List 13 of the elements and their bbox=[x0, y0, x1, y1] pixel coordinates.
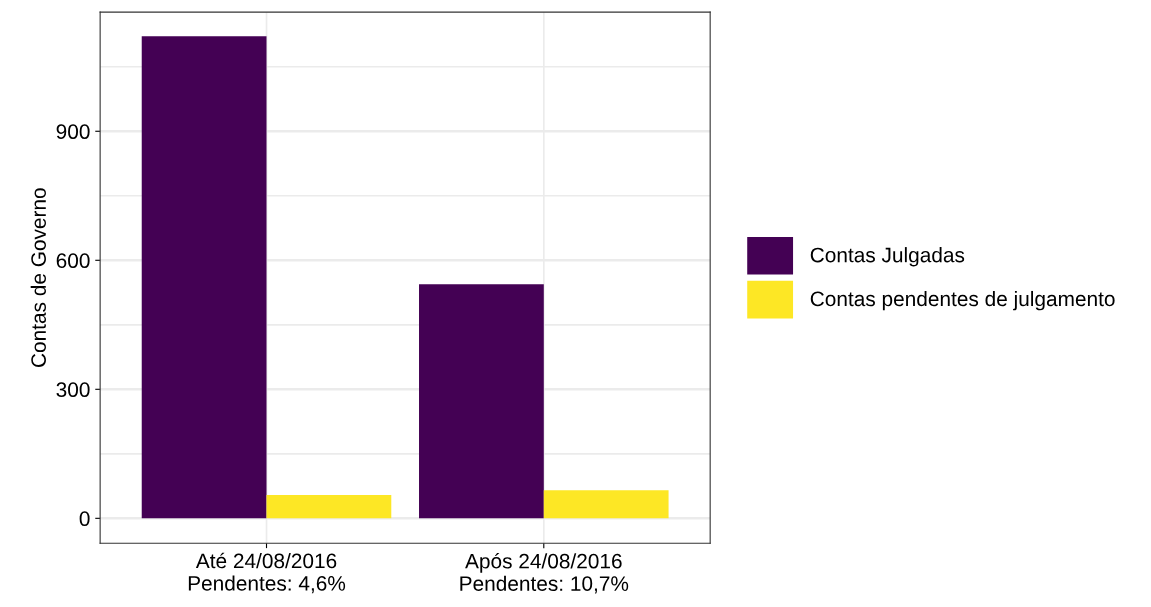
y-tick-label: 300 bbox=[56, 382, 90, 398]
legend-label: Contas Julgadas bbox=[810, 247, 965, 267]
x-tick-label: Até 24/08/2016 Pendentes: 4,6% bbox=[188, 552, 346, 594]
y-tick-label: 0 bbox=[79, 511, 90, 527]
y-tick-label: 600 bbox=[56, 253, 90, 269]
bar bbox=[266, 495, 392, 519]
y-axis-title: Contas de Governo bbox=[30, 188, 46, 367]
bar bbox=[419, 284, 544, 519]
bar bbox=[141, 36, 267, 519]
x-tick-label: Após 24/08/2016 Pendentes: 10,7% bbox=[460, 552, 629, 594]
y-tick-label: 900 bbox=[56, 124, 90, 140]
bar bbox=[543, 490, 669, 519]
legend-label: Contas pendentes de julgamento bbox=[810, 290, 1115, 311]
